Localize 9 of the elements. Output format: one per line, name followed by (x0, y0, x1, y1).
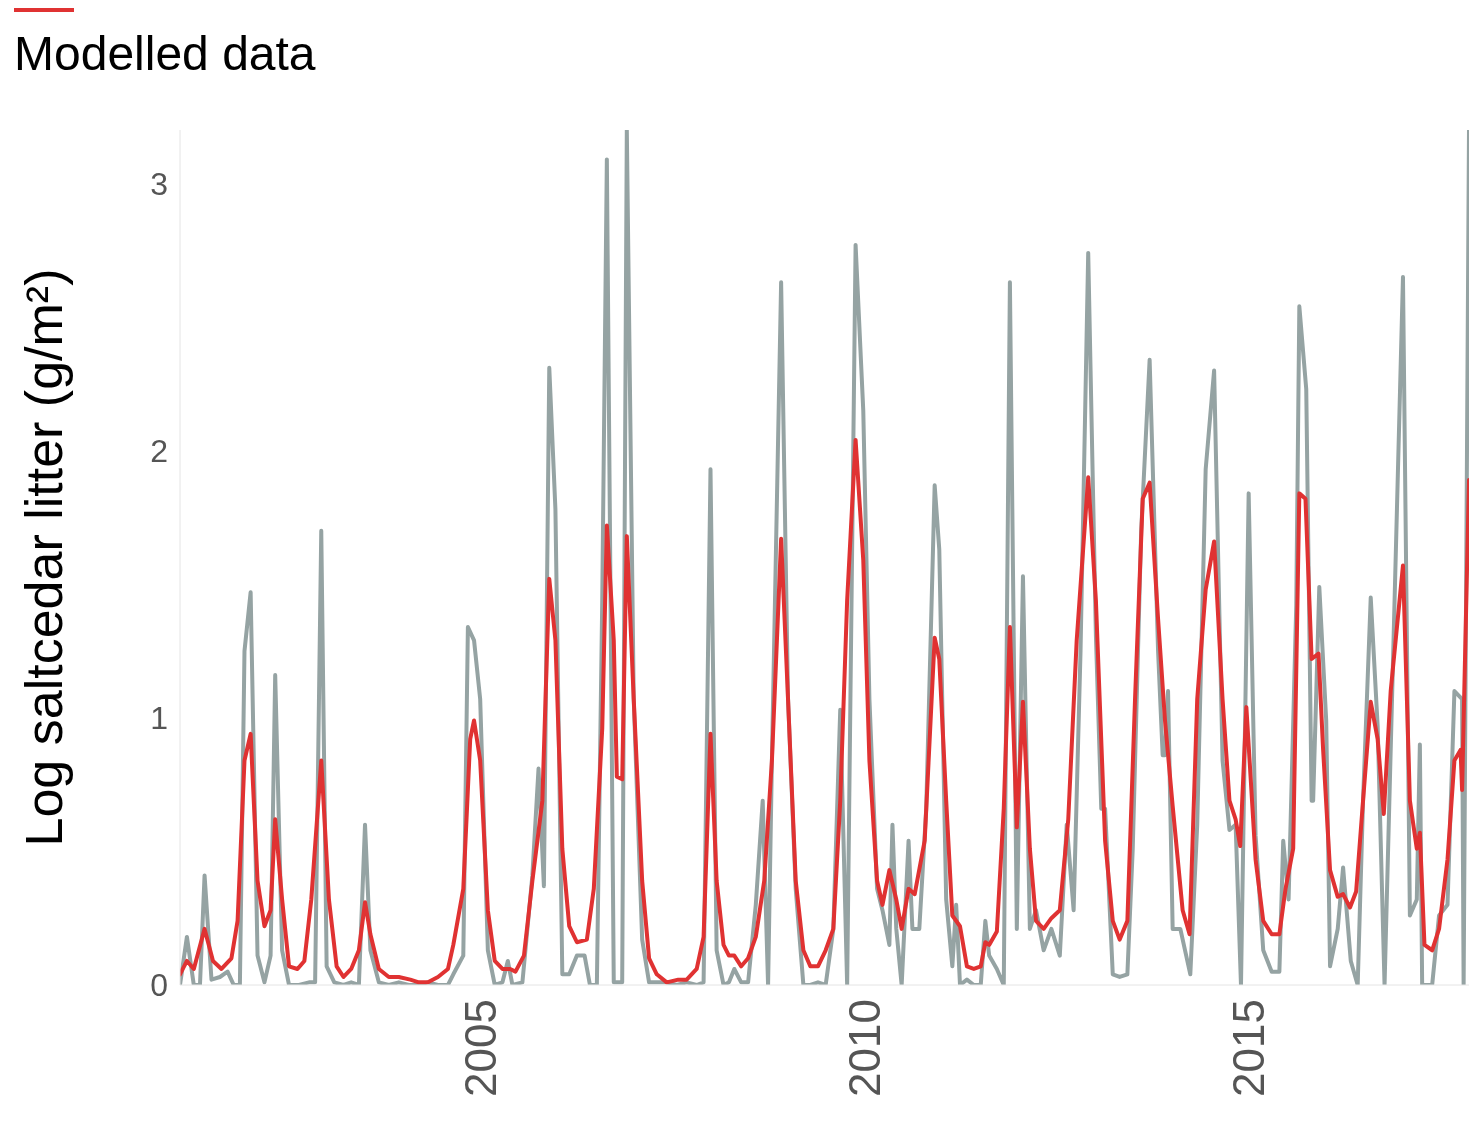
y-tick-label: 2 (150, 432, 168, 469)
y-tick-label: 3 (150, 165, 168, 202)
x-tick-label: 2005 (456, 999, 506, 1097)
y-tick-label: 0 (150, 967, 168, 1004)
y-tick-label: 1 (150, 700, 168, 737)
x-tick-label: 2010 (840, 999, 890, 1097)
legend-label: Modelled data (14, 26, 316, 82)
y-axis-title: Log saltcedar litter (g/m²) (15, 268, 73, 847)
x-tick-label: 2015 (1224, 999, 1274, 1097)
